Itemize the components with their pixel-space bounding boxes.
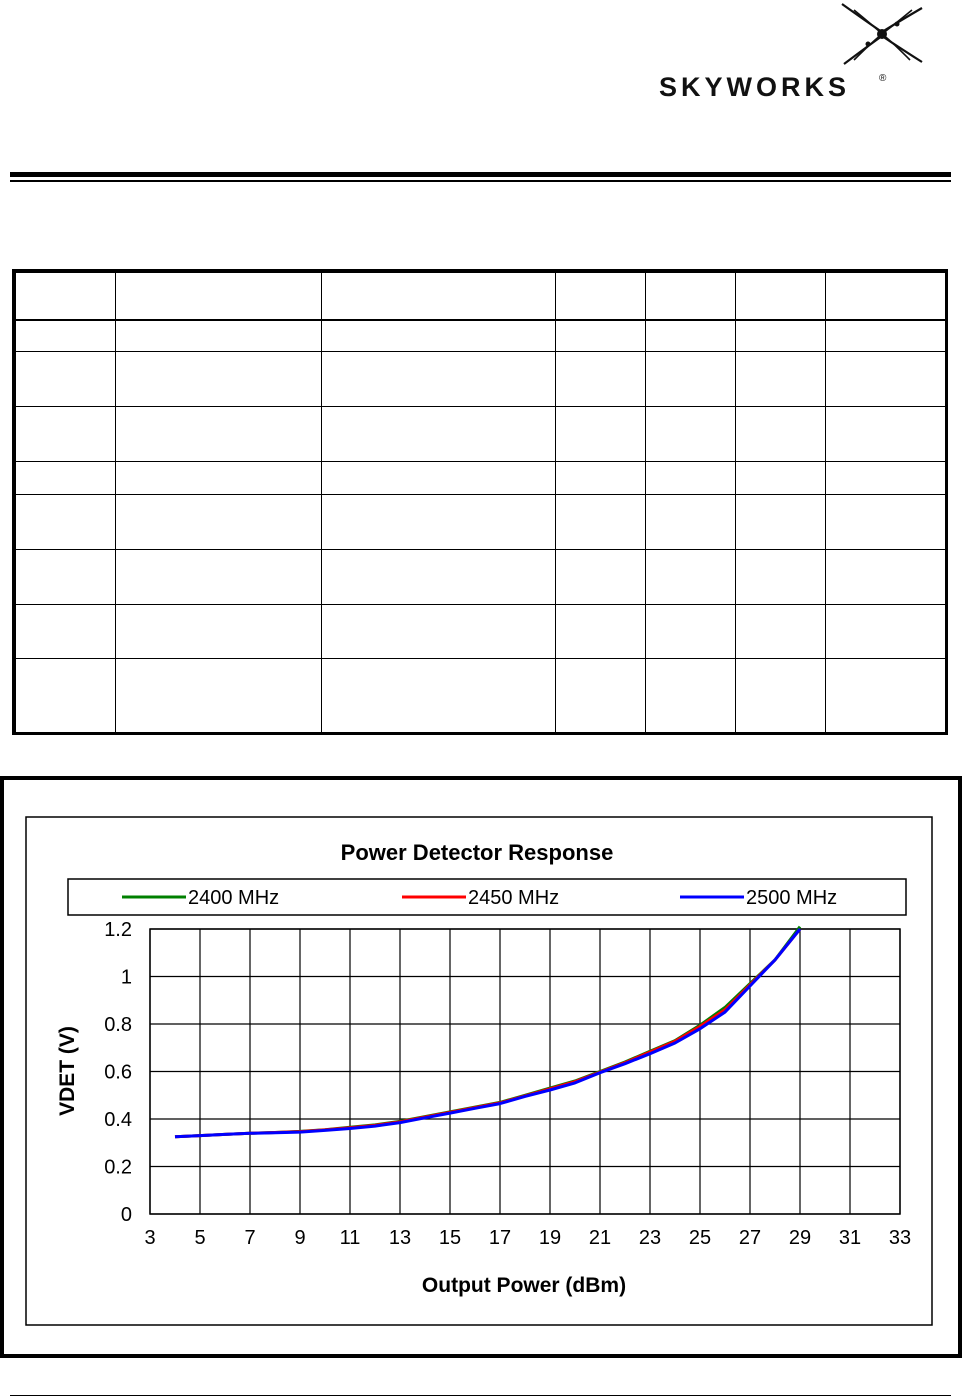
spec-table <box>12 269 948 735</box>
table-row <box>15 406 946 462</box>
series-line-2500-mhz <box>174 928 802 1139</box>
y-tick-label: 0.6 <box>104 1062 132 1084</box>
table-row <box>15 549 946 605</box>
y-axis-label: VDET (V) <box>56 1026 79 1116</box>
logo-wordmark: SKYWORKS <box>659 72 851 102</box>
y-tick-label: 0 <box>121 1204 132 1226</box>
y-tick-label: 0.4 <box>104 1109 132 1131</box>
table-row <box>15 351 946 407</box>
y-tick-label: 0.8 <box>104 1014 132 1036</box>
chart-legend <box>67 878 907 916</box>
x-tick-label: 9 <box>294 1227 305 1249</box>
table-header-row <box>15 272 946 321</box>
x-tick-label: 11 <box>340 1227 361 1249</box>
table-row <box>15 461 946 495</box>
table-row <box>15 494 946 550</box>
x-tick-label: 17 <box>489 1227 511 1249</box>
power-detector-chart: Power Detector Response 2400 MHz 2450 MHz… <box>25 816 933 1326</box>
table-row <box>15 319 946 352</box>
x-tick-label: 7 <box>244 1227 255 1249</box>
x-tick-label: 29 <box>789 1227 811 1249</box>
x-tick-label: 27 <box>739 1227 761 1249</box>
x-tick-label: 31 <box>839 1227 861 1249</box>
x-tick-label: 25 <box>689 1227 711 1249</box>
x-tick-label: 3 <box>144 1227 155 1249</box>
y-tick-label: 0.2 <box>104 1157 132 1179</box>
logo-registered-mark: ® <box>879 73 887 84</box>
x-tick-label: 13 <box>389 1227 411 1249</box>
header-rule <box>10 172 951 186</box>
x-tick-label: 23 <box>639 1227 661 1249</box>
y-tick-label: 1 <box>121 967 132 989</box>
legend-label: 2400 MHz <box>188 887 279 909</box>
x-tick-label: 19 <box>539 1227 561 1249</box>
skyworks-star-icon <box>841 3 923 65</box>
skyworks-logo: SKYWORKS ® <box>655 0 955 110</box>
x-tick-label: 33 <box>889 1227 911 1249</box>
chart-frame: Power Detector Response 2400 MHz 2450 MHz… <box>0 776 962 1358</box>
y-tick-label: 1.2 <box>104 919 132 941</box>
footer-rule <box>10 1395 951 1396</box>
x-axis-label: Output Power (dBm) <box>422 1274 626 1297</box>
legend-label: 2500 MHz <box>746 887 837 909</box>
chart-title: Power Detector Response <box>341 840 614 865</box>
legend-label: 2450 MHz <box>468 887 559 909</box>
table-row <box>15 658 946 733</box>
x-tick-label: 15 <box>439 1227 461 1249</box>
table-row <box>15 604 946 659</box>
x-tick-label: 5 <box>194 1227 205 1249</box>
plot-area <box>149 928 901 1215</box>
x-tick-label: 21 <box>589 1227 611 1249</box>
